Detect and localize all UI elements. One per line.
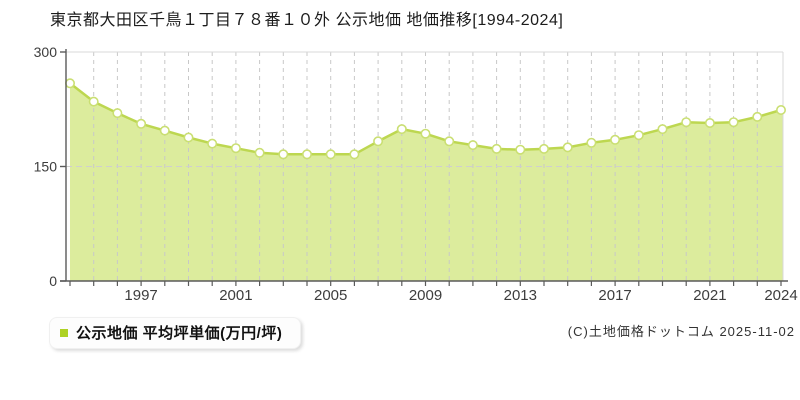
data-point-2015 bbox=[562, 142, 573, 153]
data-point-1999 bbox=[183, 132, 194, 143]
data-point-2019 bbox=[657, 124, 668, 135]
data-point-2024 bbox=[775, 105, 786, 116]
data-point-2008 bbox=[396, 124, 407, 135]
data-point-2012 bbox=[491, 143, 502, 154]
x-tick-label: 1997 bbox=[124, 287, 157, 304]
data-point-2000 bbox=[207, 138, 218, 149]
data-point-1996 bbox=[112, 108, 123, 119]
data-point-2006 bbox=[349, 149, 360, 160]
data-point-2014 bbox=[538, 143, 549, 154]
x-tick-label: 2005 bbox=[314, 287, 347, 304]
data-point-1994 bbox=[65, 78, 76, 89]
data-point-2017 bbox=[610, 134, 621, 145]
data-point-2022 bbox=[728, 117, 739, 128]
copyright-text: (C)土地価格ドットコム 2025-11-02 bbox=[567, 324, 795, 339]
x-tick-label: 2009 bbox=[409, 287, 442, 304]
x-tick-label: 2001 bbox=[219, 287, 252, 304]
y-tick-label: 150 bbox=[34, 158, 58, 174]
data-point-2021 bbox=[704, 118, 715, 129]
data-point-2004 bbox=[301, 149, 312, 160]
y-tick-label: 300 bbox=[34, 44, 58, 60]
data-point-2020 bbox=[681, 117, 692, 128]
x-tick-label: 2024 bbox=[764, 287, 797, 304]
legend: 公示地価 平均坪単価(万円/坪) bbox=[49, 317, 302, 349]
data-point-2016 bbox=[586, 137, 597, 148]
data-point-2013 bbox=[515, 144, 526, 155]
page-title: 東京都大田区千鳥１丁目７８番１０外 公示地価 地価推移[1994-2024] bbox=[50, 12, 564, 29]
data-point-2023 bbox=[752, 111, 763, 122]
x-tick-label: 2017 bbox=[598, 287, 631, 304]
data-point-2009 bbox=[420, 128, 431, 139]
data-point-2011 bbox=[467, 140, 478, 151]
data-point-2002 bbox=[254, 147, 265, 158]
data-point-2018 bbox=[633, 130, 644, 141]
legend-swatch-icon bbox=[60, 328, 68, 337]
data-point-2003 bbox=[278, 149, 289, 160]
x-tick-label: 2021 bbox=[693, 287, 726, 304]
data-point-2001 bbox=[230, 143, 241, 154]
data-point-1997 bbox=[136, 118, 147, 129]
data-point-2007 bbox=[373, 136, 384, 147]
data-point-2010 bbox=[444, 136, 455, 147]
data-point-1998 bbox=[159, 125, 170, 136]
data-point-2005 bbox=[325, 149, 336, 160]
price-area-fill bbox=[70, 83, 783, 281]
legend-label: 公示地価 平均坪単価(万円/坪) bbox=[76, 325, 283, 342]
y-tick-label: 0 bbox=[49, 273, 57, 289]
x-tick-label: 2013 bbox=[504, 287, 537, 304]
data-point-1995 bbox=[88, 96, 99, 107]
